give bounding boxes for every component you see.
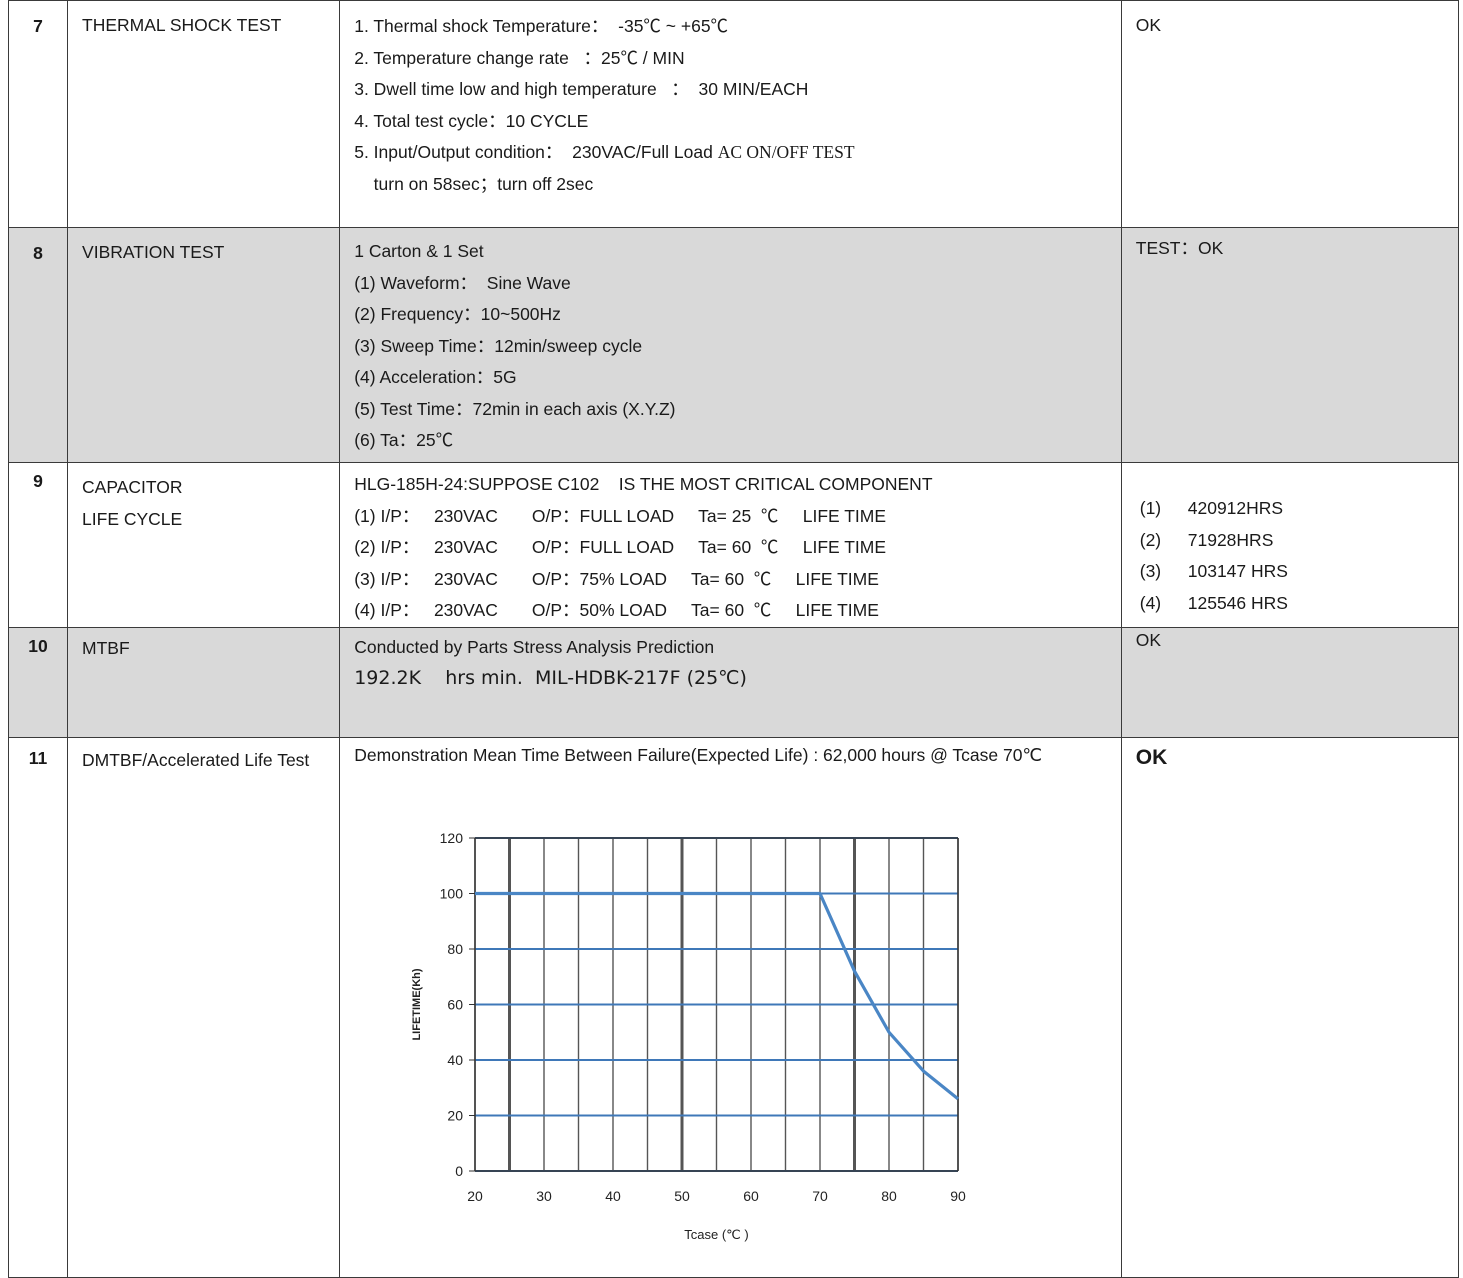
- condition-line: Demonstration Mean Time Between Failure(…: [354, 745, 1043, 765]
- x-tick-label: 50: [674, 1188, 690, 1204]
- condition-line: (1) Waveform： Sine Wave: [354, 272, 571, 293]
- condition-line: 4. Total test cycle：10 CYCLE: [354, 110, 589, 131]
- test-item-cell: VIBRATION TEST: [67, 227, 341, 463]
- x-tick-label: 90: [950, 1188, 966, 1204]
- result-text: OK: [1135, 15, 1162, 35]
- condition-line: (1) I/P： 230VAC O/P：FULL LOAD Ta= 25 ℃ L…: [354, 505, 887, 526]
- condition-line: (5) Test Time：72min in each axis (X.Y.Z): [354, 398, 676, 419]
- row-number-cell: 7: [7, 0, 69, 228]
- result-item: (3) 103147 HRS: [1139, 561, 1288, 581]
- condition-line: (3) Sweep Time：12min/sweep cycle: [354, 335, 643, 356]
- condition-line: 5. Input/Output condition： 230VAC/Full L…: [354, 142, 855, 162]
- result-text: OK: [1135, 746, 1168, 769]
- test-condition-cell: 1 Carton & 1 Set (1) Waveform： Sine Wave…: [339, 227, 1122, 463]
- result-cell: OK: [1120, 627, 1460, 738]
- result-item: (1) 420912HRS: [1139, 498, 1284, 518]
- row-number: 8: [33, 243, 43, 263]
- y-tick-label: 60: [448, 996, 464, 1012]
- row-number: 10: [28, 636, 48, 656]
- condition-line: (4) I/P： 230VAC O/P：50% LOAD Ta= 60 ℃ LI…: [354, 600, 879, 620]
- result-cell: OK: [1120, 0, 1460, 228]
- result-item: (4) 125546 HRS: [1139, 592, 1288, 613]
- test-item-cell: CAPACITOR LIFE CYCLE: [67, 462, 341, 628]
- test-item-line: LIFE CYCLE: [82, 509, 183, 529]
- condition-line: (6) Ta：25℃: [354, 430, 454, 450]
- x-tick-label: 40: [605, 1188, 621, 1204]
- result-cell: TEST：OK: [1120, 227, 1460, 463]
- test-item-cell: DMTBF/Accelerated Life Test: [67, 737, 341, 1278]
- condition-line: 2. Temperature change rate ：25℃ / MIN: [354, 47, 685, 68]
- y-tick-label: 80: [448, 941, 464, 957]
- y-tick-label: 20: [448, 1107, 464, 1123]
- x-tick-label: 20: [467, 1188, 483, 1204]
- result-text: OK: [1135, 630, 1162, 650]
- row-number-cell: 9: [7, 462, 69, 628]
- condition-line: (2) Frequency：10~500Hz: [354, 304, 561, 324]
- test-item-name: DMTBF/Accelerated Life Test: [82, 750, 310, 770]
- y-tick-label: 0: [455, 1163, 463, 1179]
- condition-line: HLG-185H-24:SUPPOSE C102 IS THE MOST CRI…: [354, 474, 933, 494]
- y-tick-label: 120: [440, 830, 464, 846]
- test-condition-cell: Conducted by Parts Stress Analysis Predi…: [339, 627, 1122, 738]
- test-condition-cell: 1. Thermal shock Temperature： -35℃ ~ +65…: [339, 0, 1122, 228]
- test-spec-table: 7 THERMAL SHOCK TEST 1. Thermal shock Te…: [7, 0, 1460, 1278]
- test-condition-cell: Demonstration Mean Time Between Failure(…: [339, 737, 1122, 1278]
- test-item-cell: THERMAL SHOCK TEST: [67, 0, 341, 228]
- x-tick-label: 60: [743, 1188, 759, 1204]
- row-number: 7: [33, 16, 43, 36]
- condition-line: (4) Acceleration：5G: [354, 367, 517, 387]
- row-number-cell: 10: [7, 627, 69, 738]
- condition-line: 1 Carton & 1 Set: [354, 241, 484, 261]
- row-number: 11: [28, 748, 48, 768]
- result-cell: OK: [1120, 737, 1460, 1278]
- condition-line: 192.2K hrs min. MIL-HDBK-217F (25℃): [354, 666, 747, 689]
- test-item-name: THERMAL SHOCK TEST: [82, 15, 282, 35]
- row-number-cell: 8: [7, 227, 69, 463]
- x-tick-label: 70: [812, 1188, 828, 1204]
- test-item-cell: MTBF: [67, 627, 341, 738]
- condition-line: Conducted by Parts Stress Analysis Predi…: [354, 637, 715, 657]
- row-number-cell: 11: [7, 737, 69, 1278]
- x-axis-label: Tcase (℃ ): [684, 1227, 748, 1242]
- condition-line-serif-tail: AC ON/OFF TEST: [717, 142, 855, 162]
- row-number: 9: [33, 471, 43, 491]
- condition-line: 3. Dwell time low and high temperature ：…: [354, 79, 809, 99]
- y-tick-label: 40: [448, 1052, 464, 1068]
- condition-line: 1. Thermal shock Temperature： -35℃ ~ +65…: [354, 16, 729, 36]
- condition-line: (3) I/P： 230VAC O/P：75% LOAD Ta= 60 ℃ LI…: [354, 568, 879, 589]
- test-item-name: MTBF: [82, 638, 130, 658]
- y-tick-label: 100: [440, 885, 464, 901]
- x-tick-label: 30: [536, 1188, 552, 1204]
- table-row: 10 MTBF Conducted by Parts Stress Analys…: [7, 627, 1460, 738]
- test-item-name: VIBRATION TEST: [82, 242, 225, 262]
- table-row: 11 DMTBF/Accelerated Life Test Demonstra…: [7, 737, 1460, 1278]
- result-text: TEST：OK: [1135, 238, 1224, 258]
- table-row: 7 THERMAL SHOCK TEST 1. Thermal shock Te…: [7, 0, 1460, 228]
- table-row: 9 CAPACITOR LIFE CYCLE HLG-185H-24:SUPPO…: [7, 462, 1460, 628]
- result-item: (2) 71928HRS: [1139, 529, 1274, 550]
- x-tick-label: 80: [881, 1188, 897, 1204]
- test-item-line: CAPACITOR: [82, 477, 183, 497]
- result-cell: (1) 420912HRS (2) 71928HRS (3) 103147 HRS (…: [1120, 462, 1460, 628]
- condition-line: turn on 58sec；turn off 2sec: [354, 173, 594, 194]
- condition-line: (2) I/P： 230VAC O/P：FULL LOAD Ta= 60 ℃ L…: [354, 537, 887, 557]
- table-row: 8 VIBRATION TEST 1 Carton & 1 Set (1) Wa…: [7, 227, 1460, 463]
- y-axis-label: LIFETIME(Kh): [411, 968, 423, 1040]
- test-condition-cell: HLG-185H-24:SUPPOSE C102 IS THE MOST CRI…: [339, 462, 1122, 628]
- series-line: [475, 891, 960, 1100]
